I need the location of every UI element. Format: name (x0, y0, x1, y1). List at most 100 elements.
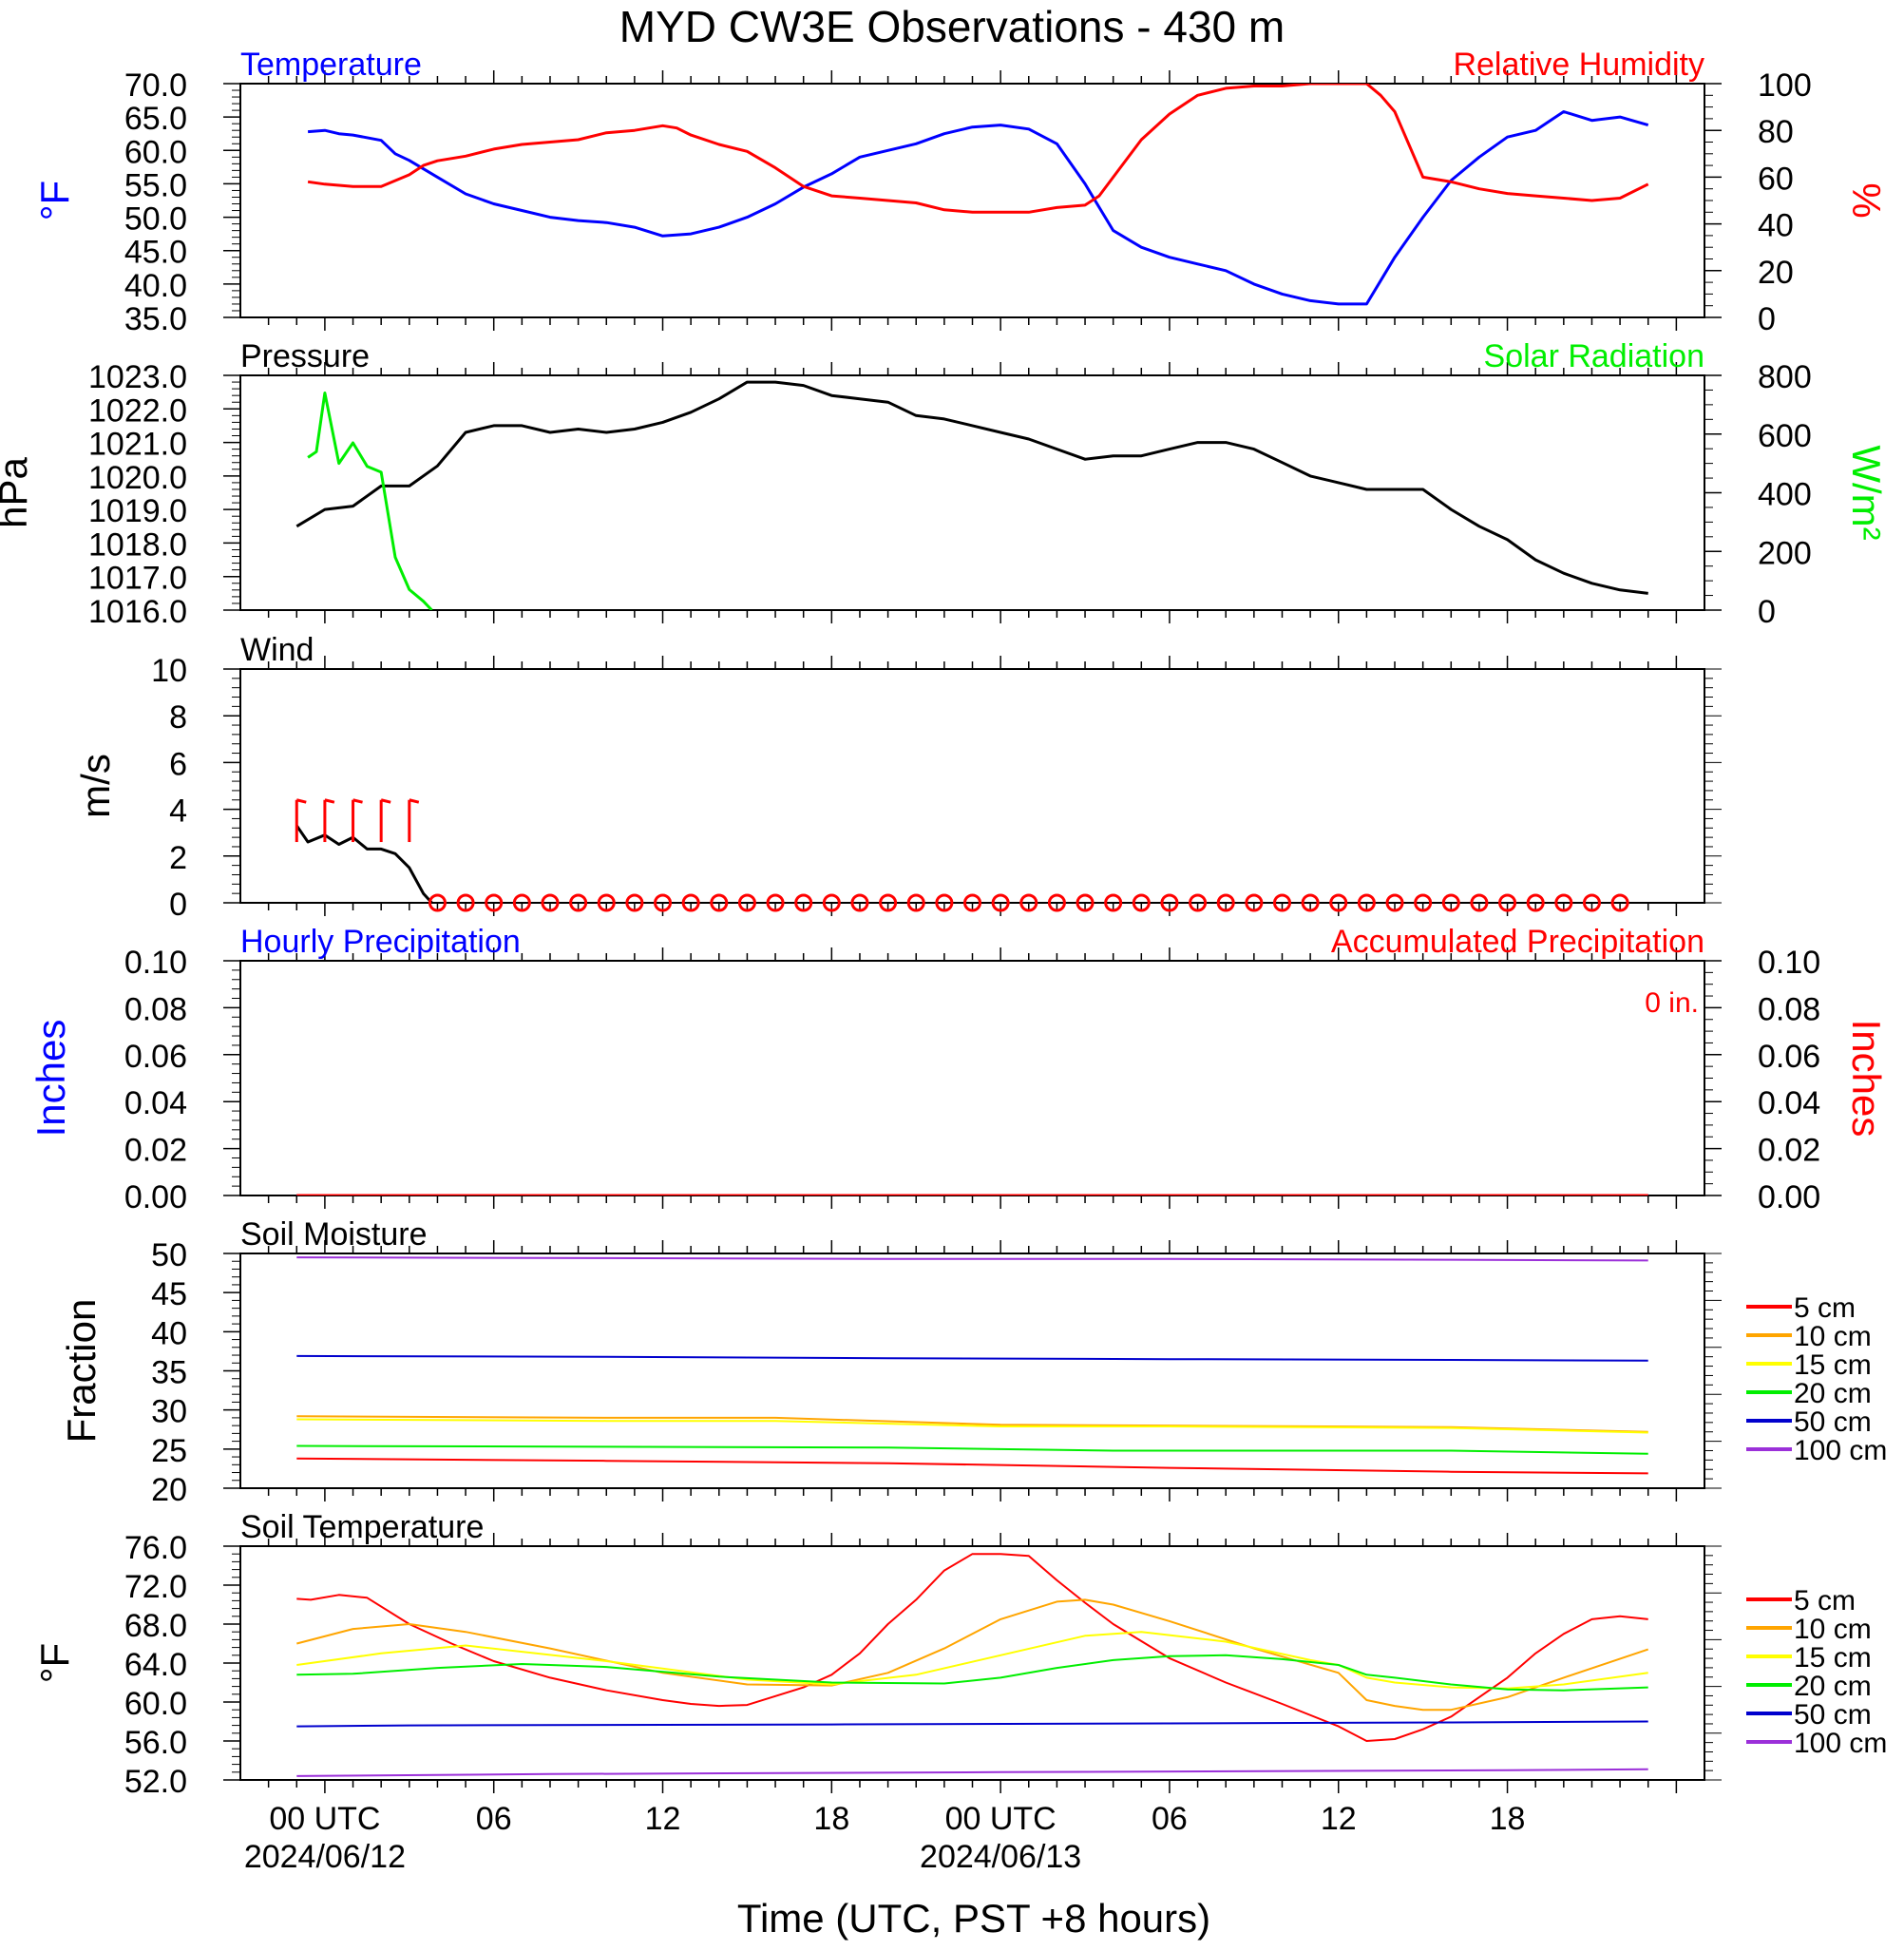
series-line-pressure (295, 380, 1648, 595)
calm-wind-marker (822, 893, 841, 912)
panel-4: 0.00 0.02 0.04 0.06 0.08 0.10 0.00 0.02 0.04 0.06… (29, 924, 1889, 1215)
y-tick-label-left: 45 (151, 1276, 187, 1312)
y-tick-label-left: 4 (169, 794, 187, 830)
y-axis-title-left: m/s (73, 754, 118, 818)
y-tick-label-left: 10 (151, 653, 187, 689)
y-tick-label-left: 1018.0 (88, 526, 187, 563)
y-tick-label-left: 20 (151, 1472, 187, 1508)
calm-wind-marker (625, 893, 644, 912)
y-tick-label-left: 70.0 (124, 67, 187, 104)
wind-barb-flag (352, 798, 363, 804)
accumulated-total-label: 0 in. (1645, 987, 1699, 1019)
series-line-15-cm (296, 1631, 1648, 1690)
calm-wind-marker (1047, 893, 1066, 912)
panel-title-left: Wind (240, 632, 314, 668)
x-tick-date: 2024/06/13 (920, 1839, 1081, 1875)
calm-wind-marker (681, 893, 700, 912)
series-line-10-cm (296, 1415, 1648, 1433)
panels-group: 35.040.045.050.055.060.065.070.002040608… (0, 47, 1889, 1800)
x-tick-label: 00 UTC (945, 1801, 1057, 1837)
calm-wind-marker (1160, 893, 1179, 912)
legend-label: 50 cm (1794, 1699, 1872, 1731)
y-tick-label-right: 20 (1758, 255, 1794, 291)
y-axis-title-left: Inches (29, 1020, 73, 1138)
calm-wind-marker (1610, 893, 1629, 912)
panel-frame (239, 83, 1705, 318)
y-tick-label-right: 800 (1758, 359, 1812, 395)
calm-wind-marker (1329, 893, 1348, 912)
y-axis-title-right: % (1844, 182, 1889, 218)
figure-title: MYD CW3E Observations - 430 m (619, 2, 1285, 51)
calm-wind-marker (1245, 893, 1264, 912)
y-tick-label-right: 0.08 (1758, 991, 1820, 1027)
calm-wind-marker (710, 893, 729, 912)
legend-label: 50 cm (1794, 1406, 1872, 1438)
calm-wind-marker (541, 893, 560, 912)
x-tick-date: 2024/06/12 (244, 1839, 406, 1875)
calm-wind-marker (456, 893, 475, 912)
y-tick-label-right: 0.06 (1758, 1039, 1820, 1075)
legend-label: 10 cm (1794, 1614, 1872, 1645)
calm-wind-marker (1019, 893, 1038, 912)
y-tick-label-left: 30 (151, 1394, 187, 1430)
panel-3: 0 2 4 6 8 10 Wind m/s (73, 632, 1722, 923)
panel-frame (239, 960, 1705, 1196)
panel-title-right: Accumulated Precipitation (1331, 924, 1704, 960)
series-line-20-cm (296, 1654, 1648, 1692)
y-tick-label-left: 1023.0 (88, 359, 187, 395)
calm-wind-marker (794, 893, 813, 912)
panel-frame (239, 668, 1705, 904)
y-tick-label-left: 76.0 (124, 1530, 187, 1566)
legend-label: 15 cm (1794, 1642, 1872, 1674)
x-tick-label: 00 UTC (269, 1801, 380, 1837)
calm-wind-marker (512, 893, 531, 912)
wind-barb-flag (324, 798, 335, 804)
legend-label: 100 cm (1794, 1435, 1887, 1466)
legend-label: 100 cm (1794, 1728, 1887, 1759)
panel-frame (239, 1253, 1705, 1489)
calm-wind-marker (1385, 893, 1404, 912)
panel-title-left: Soil Moisture (240, 1216, 428, 1253)
y-axis-title-left: °F (32, 181, 77, 220)
y-tick-label-left: 1016.0 (88, 594, 187, 630)
y-tick-label-left: 68.0 (124, 1608, 187, 1644)
panel-title-left: Temperature (240, 47, 422, 83)
y-axis-title-right: Inches (1844, 1020, 1889, 1138)
series-line-10-cm (296, 1598, 1649, 1712)
wind-barb-flag (380, 798, 391, 804)
legend-label: 5 cm (1794, 1585, 1856, 1616)
calm-wind-marker (1216, 893, 1235, 912)
calm-wind-marker (569, 893, 588, 912)
series-line-50-cm (296, 1720, 1648, 1728)
y-tick-label-right: 400 (1758, 477, 1812, 513)
legend-label: 15 cm (1794, 1349, 1872, 1381)
panel-frame (239, 374, 1705, 611)
calm-wind-marker (766, 893, 785, 912)
y-tick-label-right: 40 (1758, 208, 1794, 244)
calm-wind-marker (1498, 893, 1517, 912)
series-line-50-cm (296, 1354, 1648, 1362)
y-tick-label-left: 35 (151, 1355, 187, 1391)
panel-2: 1016.01017.01018.01019.01020.01021.01022… (0, 338, 1889, 630)
series-line-5-cm (296, 1457, 1648, 1475)
calm-wind-marker (1104, 893, 1123, 912)
y-tick-label-left: 45.0 (124, 235, 187, 271)
legend-label: 20 cm (1794, 1671, 1872, 1702)
x-tick-label: 18 (1490, 1801, 1526, 1837)
x-tick-label: 12 (645, 1801, 681, 1837)
y-tick-label-left: 50 (151, 1237, 187, 1273)
y-tick-label-left: 1021.0 (88, 427, 187, 463)
series-line-15-cm (296, 1418, 1648, 1434)
y-tick-label-left: 40 (151, 1315, 187, 1351)
y-axis-title-left: Fraction (59, 1299, 104, 1444)
calm-wind-marker (428, 893, 447, 912)
series-line-100-cm (296, 1256, 1648, 1262)
series-line-100-cm (296, 1768, 1648, 1777)
y-tick-label-left: 1017.0 (88, 561, 187, 597)
y-tick-label-right: 0 (1758, 594, 1776, 630)
wind-barb-flag (295, 798, 307, 804)
y-tick-label-left: 35.0 (124, 301, 187, 337)
calm-wind-marker (991, 893, 1010, 912)
